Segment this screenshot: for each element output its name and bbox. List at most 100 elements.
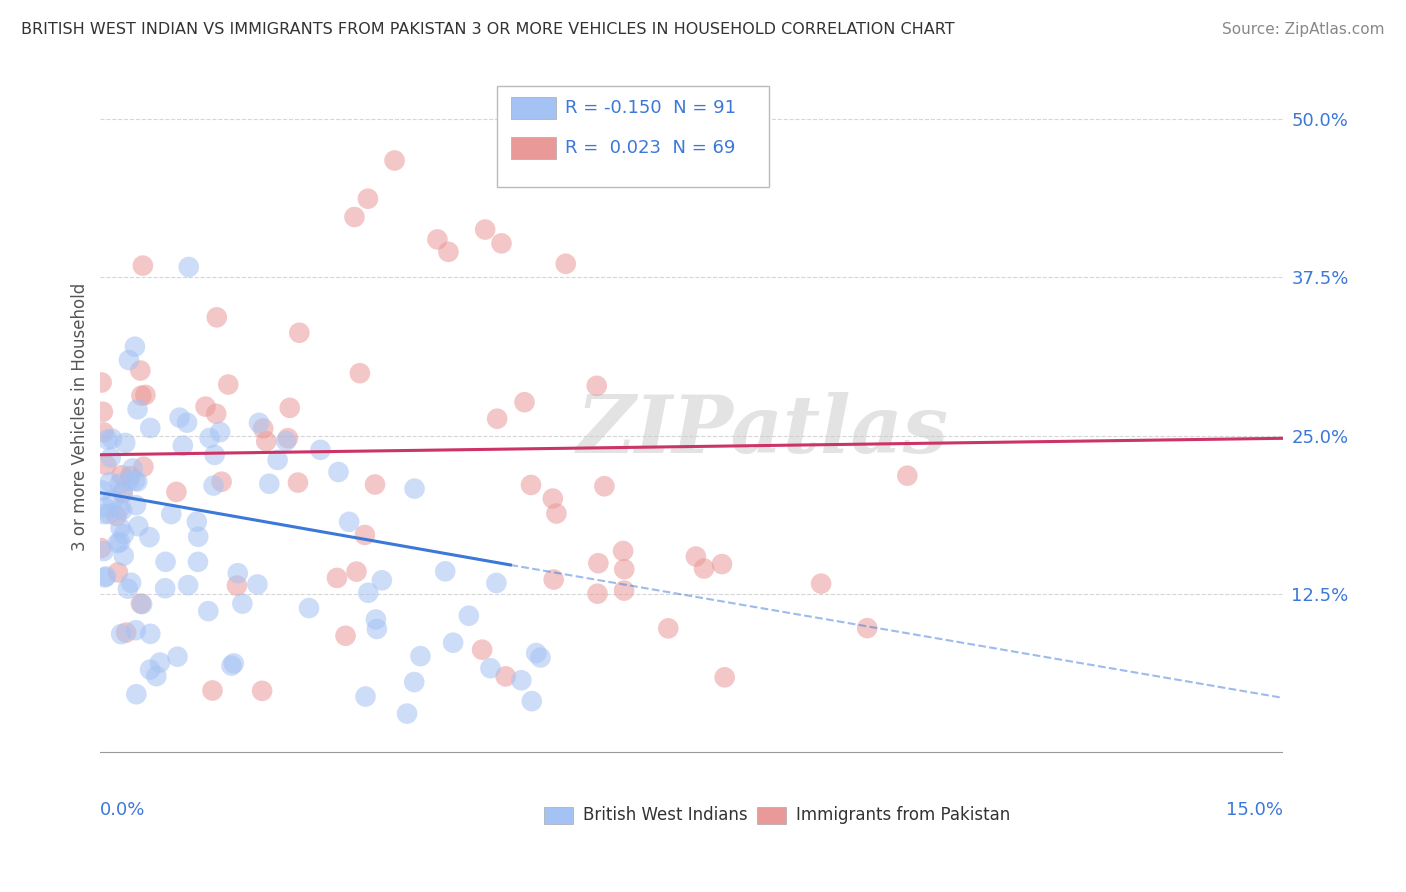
Point — [194, 400, 217, 414]
Point — [426, 232, 449, 246]
Point — [457, 608, 479, 623]
Point — [274, 434, 297, 448]
Point — [169, 410, 191, 425]
Point — [593, 479, 616, 493]
Point — [100, 450, 122, 465]
Point — [266, 453, 288, 467]
Text: 0.0%: 0.0% — [100, 801, 146, 819]
Point — [172, 439, 194, 453]
Point — [287, 475, 309, 490]
Point — [94, 569, 117, 583]
Point — [125, 687, 148, 701]
Text: R = -0.150  N = 91: R = -0.150 N = 91 — [565, 99, 737, 117]
Point — [613, 583, 636, 598]
Point — [250, 683, 273, 698]
Point — [91, 405, 114, 419]
Point — [118, 474, 141, 488]
Point — [298, 601, 321, 615]
Point — [810, 576, 832, 591]
Point — [357, 192, 380, 206]
Point — [132, 459, 155, 474]
FancyBboxPatch shape — [510, 136, 555, 159]
Point — [247, 416, 270, 430]
Point — [437, 244, 460, 259]
Point — [337, 515, 360, 529]
Point — [309, 442, 332, 457]
Point — [856, 621, 879, 635]
Point — [139, 663, 162, 677]
Point — [93, 570, 115, 584]
Point — [486, 411, 509, 425]
Point — [93, 500, 115, 515]
Point — [354, 690, 377, 704]
Point — [125, 623, 148, 637]
Point — [198, 431, 221, 445]
Point — [205, 310, 228, 325]
Text: R =  0.023  N = 69: R = 0.023 N = 69 — [565, 139, 735, 157]
Point — [520, 694, 543, 708]
Point — [328, 465, 350, 479]
Point — [115, 625, 138, 640]
Point — [343, 210, 366, 224]
Point — [155, 555, 177, 569]
Point — [524, 646, 547, 660]
Point — [510, 673, 533, 688]
Point — [149, 656, 172, 670]
Point — [124, 340, 146, 354]
Point — [491, 236, 513, 251]
Point — [134, 388, 156, 402]
Point — [554, 257, 576, 271]
Point — [117, 582, 139, 596]
Point — [111, 503, 134, 517]
Point — [176, 416, 198, 430]
Point — [434, 564, 457, 578]
Point — [288, 326, 311, 340]
Point — [711, 557, 734, 571]
Point — [479, 661, 502, 675]
Point — [139, 421, 162, 435]
Point — [404, 482, 426, 496]
Point — [108, 535, 131, 549]
Point — [364, 612, 387, 626]
Point — [474, 222, 496, 236]
Point — [441, 636, 464, 650]
Point — [520, 478, 543, 492]
Text: BRITISH WEST INDIAN VS IMMIGRANTS FROM PAKISTAN 3 OR MORE VEHICLES IN HOUSEHOLD : BRITISH WEST INDIAN VS IMMIGRANTS FROM P… — [21, 22, 955, 37]
Point — [166, 649, 188, 664]
Text: Source: ZipAtlas.com: Source: ZipAtlas.com — [1222, 22, 1385, 37]
Point — [541, 491, 564, 506]
Point — [485, 576, 508, 591]
Point — [153, 581, 176, 595]
Point — [111, 484, 134, 499]
Point — [114, 436, 136, 450]
Point — [366, 622, 388, 636]
Point — [139, 627, 162, 641]
Point — [335, 629, 357, 643]
Point — [90, 376, 112, 390]
Point — [217, 377, 239, 392]
Point — [125, 498, 148, 512]
Point — [252, 421, 274, 435]
Point — [93, 544, 115, 558]
Point — [226, 566, 249, 581]
FancyBboxPatch shape — [510, 97, 555, 120]
Point — [131, 597, 153, 611]
Point — [259, 476, 281, 491]
Point — [657, 621, 679, 635]
Point — [105, 509, 128, 524]
Point — [685, 549, 707, 564]
Point — [277, 431, 299, 445]
Point — [612, 544, 634, 558]
Point — [108, 476, 131, 491]
Point — [160, 507, 183, 521]
Point — [93, 425, 115, 440]
Point — [98, 475, 121, 490]
Point — [112, 527, 135, 541]
Point — [209, 425, 232, 439]
Point — [346, 565, 368, 579]
Text: ZIPatlas: ZIPatlas — [576, 392, 949, 469]
Point — [186, 515, 208, 529]
Point — [90, 541, 112, 555]
Point — [120, 575, 142, 590]
Point — [226, 578, 249, 592]
